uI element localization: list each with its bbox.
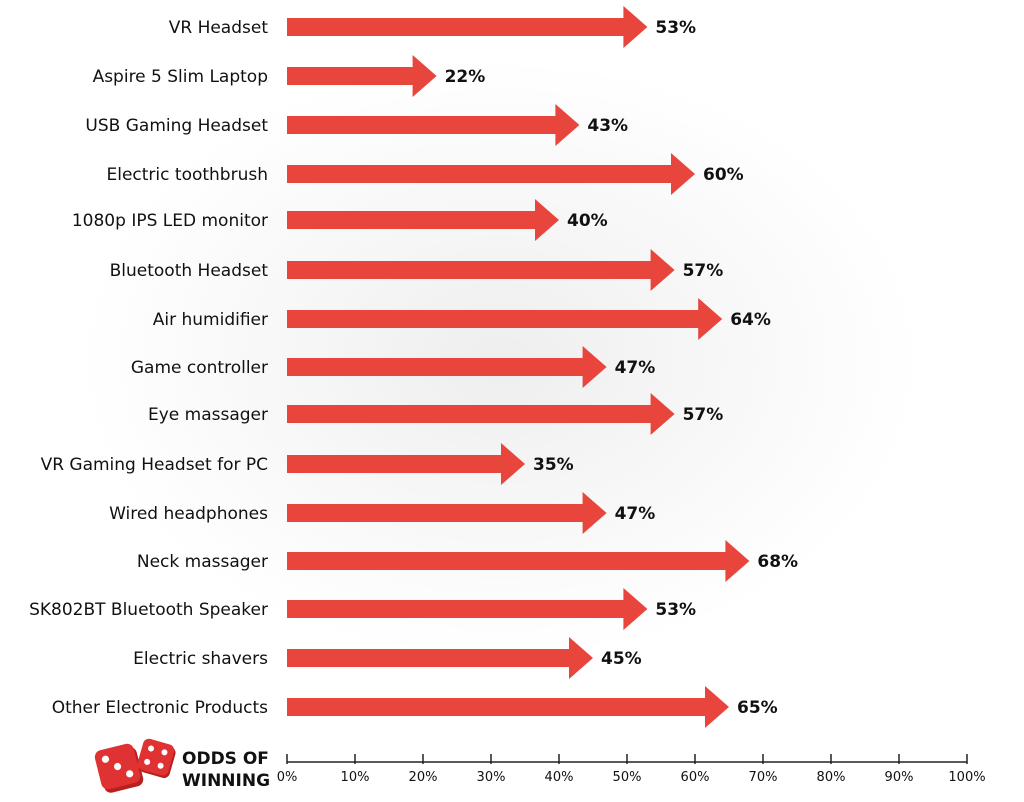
x-tick-label: 50% [613, 770, 642, 785]
category-label: Wired headphones [109, 504, 268, 524]
value-label: 35% [533, 455, 574, 475]
bar-arrow [287, 443, 525, 485]
x-tick-label: 80% [817, 770, 846, 785]
category-label: Aspire 5 Slim Laptop [93, 67, 268, 87]
x-axis: 0% 10% 20% 30% 40% 50% 60% 70% 80% 90% 100% [277, 754, 986, 785]
bars-group: VR Headset 53% Aspire 5 Slim Laptop 22% USB … [29, 6, 798, 728]
category-label: Game controller [131, 358, 268, 378]
value-label: 68% [757, 552, 798, 572]
category-label: Other Electronic Products [52, 698, 268, 718]
value-label: 65% [737, 698, 778, 718]
bar-arrow [287, 6, 648, 48]
value-label: 53% [655, 18, 696, 38]
category-label: Air humidifier [153, 310, 268, 330]
x-tick-label: 100% [948, 770, 985, 785]
category-label: Eye massager [148, 405, 268, 425]
value-label: 40% [567, 211, 608, 231]
category-label: Bluetooth Headset [110, 261, 269, 281]
value-label: 47% [615, 358, 656, 378]
bar-arrow [287, 298, 723, 340]
bar-arrow [287, 686, 729, 728]
category-label: Electric shavers [133, 649, 268, 669]
category-label: Neck massager [137, 552, 268, 572]
x-tick-label: 0% [277, 770, 298, 785]
bar-arrow [287, 153, 695, 195]
bar-arrow [287, 199, 559, 241]
x-tick-label: 20% [409, 770, 438, 785]
value-label: 64% [730, 310, 771, 330]
category-label: VR Headset [169, 18, 269, 38]
value-label: 43% [587, 116, 628, 136]
bar-arrow [287, 393, 675, 435]
bar-arrow [287, 55, 437, 97]
x-tick-label: 10% [341, 770, 370, 785]
bar-arrow [287, 249, 675, 291]
bar-arrow [287, 588, 648, 630]
x-tick-label: 90% [885, 770, 914, 785]
bar-arrow [287, 492, 607, 534]
x-tick-label: 60% [681, 770, 710, 785]
bar-arrow [287, 346, 607, 388]
category-label: VR Gaming Headset for PC [41, 455, 268, 475]
category-label: SK802BT Bluetooth Speaker [29, 600, 268, 620]
value-label: 60% [703, 165, 744, 185]
axis-title-line-2: WINNING [182, 771, 270, 791]
value-label: 53% [655, 600, 696, 620]
category-label: Electric toothbrush [107, 165, 269, 185]
category-label: 1080p IPS LED monitor [72, 211, 268, 231]
axis-title-line-1: ODDS OF [182, 749, 269, 769]
value-label: 57% [683, 261, 724, 281]
value-label: 47% [615, 504, 656, 524]
category-label: USB Gaming Headset [85, 116, 268, 136]
x-tick-label: 40% [545, 770, 574, 785]
bar-arrow [287, 540, 750, 582]
x-tick-label: 70% [749, 770, 778, 785]
bar-arrow [287, 104, 580, 146]
x-tick-label: 30% [477, 770, 506, 785]
value-label: 57% [683, 405, 724, 425]
dice-icon [94, 738, 176, 793]
bar-arrow [287, 637, 593, 679]
value-label: 45% [601, 649, 642, 669]
value-label: 22% [445, 67, 486, 87]
